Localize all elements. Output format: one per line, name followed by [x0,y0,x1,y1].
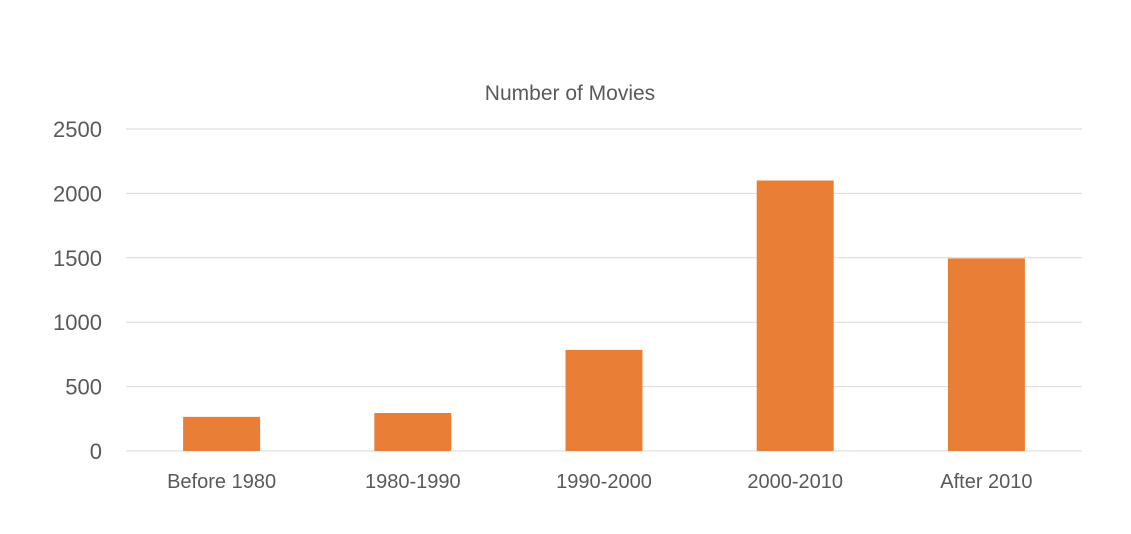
x-tick-label: After 2010 [940,471,1032,493]
x-tick-label: 2000-2010 [747,471,843,493]
x-tick-label: 1980-1990 [365,471,461,493]
chart-title: Number of Movies [485,82,655,105]
bars [183,180,1025,451]
bar-1990-2000 [565,349,643,451]
y-tick-label: 500 [65,375,102,400]
bar-before-1980 [183,416,261,451]
x-axis-tick-labels: Before 1980 1980-1990 1990-2000 2000-2010 Af… [167,471,1032,493]
y-tick-label: 2500 [53,117,102,142]
y-tick-label: 1500 [53,246,102,271]
bar-1980-1990 [374,413,452,451]
bar-2000-2010 [756,180,834,451]
bar-after-2010 [947,258,1025,451]
y-tick-label: 0 [90,439,102,464]
y-axis-tick-labels: 0 500 1000 1500 2000 2500 [53,117,102,464]
x-tick-label: 1990-2000 [556,471,652,493]
gridlines [126,128,1082,452]
x-tick-label: Before 1980 [167,471,276,493]
y-tick-label: 2000 [53,181,102,206]
y-tick-label: 1000 [53,310,102,335]
